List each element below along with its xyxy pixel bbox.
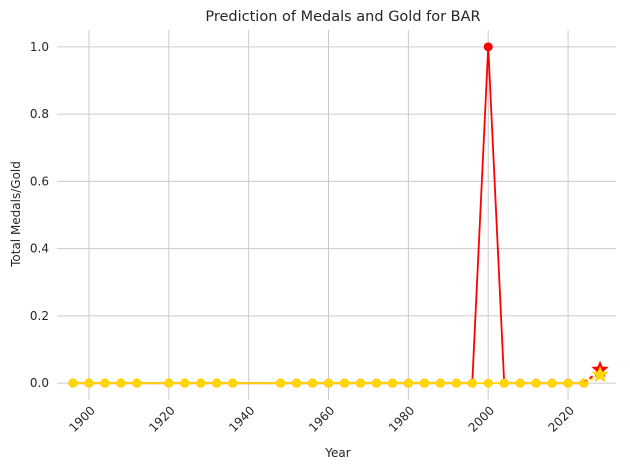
data-point: [196, 378, 206, 388]
data-point: [308, 378, 318, 388]
data-point: [515, 378, 525, 388]
data-point: [212, 378, 222, 388]
data-point: [180, 378, 190, 388]
y-axis-label: Total Medals/Gold: [9, 161, 23, 268]
prediction-2: [583, 365, 609, 384]
y-tick-label: 0.8: [30, 107, 49, 121]
data-point: [467, 378, 477, 388]
y-tick-label: 0.4: [30, 242, 49, 256]
data-point: [419, 378, 429, 388]
data-point: [483, 378, 493, 388]
y-tick-label: 0.2: [30, 309, 49, 323]
data-point: [132, 378, 142, 388]
data-point: [499, 378, 509, 388]
data-point: [355, 378, 365, 388]
data-point: [531, 378, 541, 388]
data-point: [228, 378, 238, 388]
chart-title: Prediction of Medals and Gold for BAR: [205, 9, 480, 25]
y-tick-label: 0.0: [30, 376, 49, 390]
plot-background: [57, 30, 616, 400]
data-point: [387, 378, 397, 388]
data-point: [563, 378, 573, 388]
data-point: [371, 378, 381, 388]
data-point: [276, 378, 286, 388]
data-point: [324, 378, 334, 388]
data-point: [339, 378, 349, 388]
y-tick-label: 1.0: [30, 40, 49, 54]
y-axis-ticks: 0.0 0.2 0.4 0.6 0.8 1.0: [30, 40, 49, 390]
plot-area: [57, 30, 616, 400]
data-point: [547, 378, 557, 388]
data-point: [451, 378, 461, 388]
series-2: [68, 378, 589, 388]
x-axis-label: Year: [324, 446, 350, 460]
prediction-star: [591, 365, 609, 383]
data-point: [116, 378, 126, 388]
data-point: [292, 378, 302, 388]
y-tick-label: 0.6: [30, 174, 49, 188]
data-point: [403, 378, 413, 388]
data-point: [435, 378, 445, 388]
data-point: [100, 378, 110, 388]
data-point: [164, 378, 174, 388]
data-point: [84, 378, 94, 388]
data-point: [483, 42, 493, 52]
series-layer: [68, 42, 609, 388]
data-point: [68, 378, 78, 388]
